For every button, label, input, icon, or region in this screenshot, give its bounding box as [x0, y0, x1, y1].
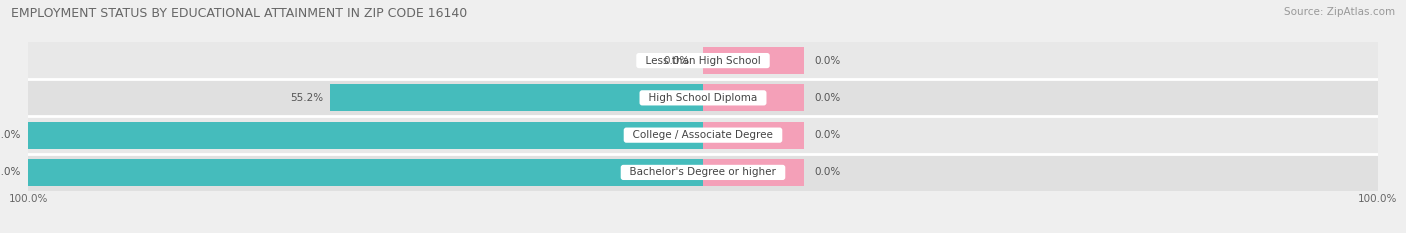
Text: 100.0%: 100.0% — [0, 130, 21, 140]
Bar — [28, 42, 1378, 79]
Text: 100.0%: 100.0% — [0, 168, 21, 177]
Bar — [28, 154, 1378, 191]
Text: 0.0%: 0.0% — [664, 56, 689, 65]
Text: 0.0%: 0.0% — [814, 93, 841, 103]
Text: College / Associate Degree: College / Associate Degree — [626, 130, 780, 140]
Bar — [703, 122, 804, 149]
Text: 0.0%: 0.0% — [814, 168, 841, 177]
Bar — [28, 116, 1378, 154]
Bar — [703, 84, 804, 111]
Bar — [28, 79, 1378, 116]
Text: Less than High School: Less than High School — [638, 56, 768, 65]
Text: Source: ZipAtlas.com: Source: ZipAtlas.com — [1284, 7, 1395, 17]
Bar — [28, 122, 703, 149]
Bar — [703, 159, 804, 186]
Text: 0.0%: 0.0% — [814, 130, 841, 140]
Text: High School Diploma: High School Diploma — [643, 93, 763, 103]
Bar — [703, 47, 804, 74]
Text: Bachelor's Degree or higher: Bachelor's Degree or higher — [623, 168, 783, 177]
Text: 55.2%: 55.2% — [291, 93, 323, 103]
Text: 0.0%: 0.0% — [814, 56, 841, 65]
Bar — [28, 159, 703, 186]
Text: EMPLOYMENT STATUS BY EDUCATIONAL ATTAINMENT IN ZIP CODE 16140: EMPLOYMENT STATUS BY EDUCATIONAL ATTAINM… — [11, 7, 468, 20]
Bar — [330, 84, 703, 111]
